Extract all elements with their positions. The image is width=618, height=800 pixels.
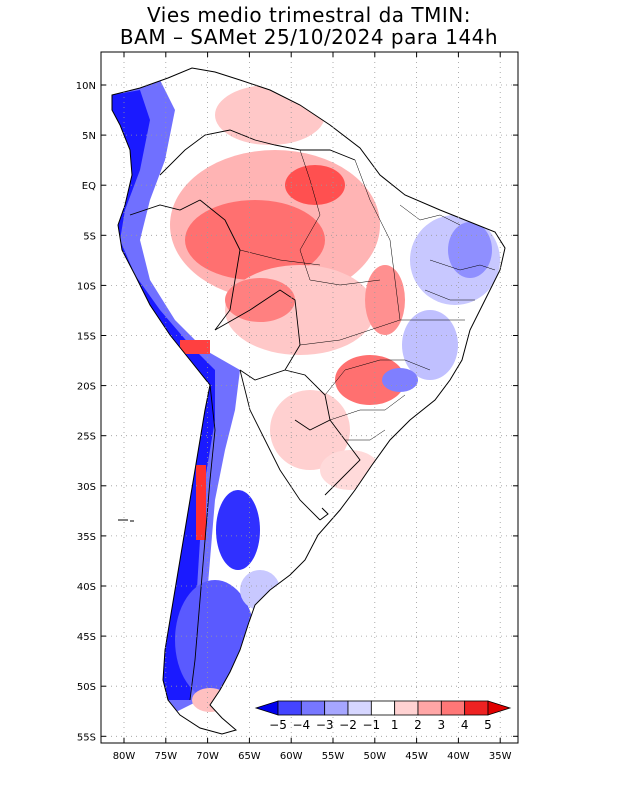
strong-warm-amazon — [185, 200, 325, 280]
lat-label: 10N — [76, 81, 96, 92]
state-border-7 — [329, 394, 406, 421]
lon-label: 50W — [363, 751, 386, 762]
colorbar-label: 5 — [484, 718, 492, 732]
axis-ticks — [101, 52, 518, 743]
colorbar — [254, 700, 512, 716]
strong-warm-bolivia — [225, 278, 295, 322]
state-border-3 — [399, 204, 461, 226]
colorbar-label: 3 — [438, 718, 446, 732]
graticule — [101, 52, 518, 743]
colorbar-label: 1 — [391, 718, 399, 732]
colorbar-label: −5 — [269, 718, 287, 732]
colorbar-label: 4 — [461, 718, 469, 732]
lat-label: 25S — [77, 432, 96, 443]
border-argentina-chile — [239, 369, 321, 521]
colorbar-box — [347, 700, 372, 716]
state-border-9 — [429, 259, 496, 271]
lon-label: 40W — [447, 751, 470, 762]
lon-label: 80W — [113, 751, 136, 762]
border-paraguay — [284, 369, 331, 431]
state-border-4 — [239, 249, 321, 266]
lat-label: 55S — [77, 732, 96, 743]
border-uruguay — [324, 419, 361, 496]
lat-label: 5N — [82, 131, 96, 142]
colorbar-box — [417, 700, 442, 716]
state-border-1 — [299, 149, 381, 286]
border-peru-brazil — [199, 199, 241, 331]
lat-label: 30S — [77, 482, 96, 493]
colorbar-box — [394, 700, 419, 716]
strong-cold-argentina — [216, 490, 260, 570]
colorbar-box — [464, 700, 489, 716]
colorbar-labels: −5 −4 −3 −2 −1 1 2 3 4 5 — [269, 718, 492, 732]
country-borders — [129, 129, 361, 701]
lat-label: 45S — [77, 632, 96, 643]
lat-label: 5S — [83, 231, 96, 242]
lat-label: EQ — [82, 181, 96, 192]
lon-label: 60W — [280, 751, 303, 762]
coastline-lagoon — [319, 507, 329, 521]
border-ecuador — [129, 199, 201, 216]
cold-region-southeast — [382, 368, 418, 392]
coastline-islands — [118, 519, 134, 522]
lon-label: 70W — [196, 751, 219, 762]
coastline — [111, 67, 506, 735]
border-bolivia — [214, 289, 301, 381]
strong-warm-midwest — [335, 355, 405, 405]
colorbar-label: −2 — [339, 718, 357, 732]
border-colombia-venezuela — [159, 129, 256, 176]
warm-strip-chile — [196, 465, 206, 540]
state-borders — [239, 149, 496, 441]
state-border-5 — [299, 319, 465, 346]
lat-label: 20S — [77, 382, 96, 393]
colorbar-label: −4 — [292, 718, 310, 732]
lon-label: 75W — [154, 751, 177, 762]
state-border-8 — [345, 429, 386, 441]
lon-label: 35W — [489, 751, 512, 762]
warm-region-tocantins — [365, 265, 405, 335]
lat-label: 40S — [77, 582, 96, 593]
strong-warm-north — [285, 165, 345, 205]
lon-label: 45W — [405, 751, 428, 762]
warm-strip-peru — [180, 340, 210, 354]
cold-region-east — [402, 310, 458, 380]
state-border-6 — [324, 359, 431, 396]
lon-label: 55W — [322, 751, 345, 762]
latitude-labels: 10N 5N EQ 5S 10S 15S 20S 25S 30S 35S 40S 45S 50S 55S — [76, 81, 96, 743]
colorbar-box — [324, 700, 349, 716]
map-title-line-2: BAM – SAMet 25/10/2024 para 144h — [119, 25, 499, 49]
longitude-labels: 80W 75W 70W 65W 60W 55W 50W 45W 40W 35W — [113, 751, 512, 762]
lon-label: 65W — [238, 751, 261, 762]
colorbar-label: −1 — [362, 718, 380, 732]
lat-label: 50S — [77, 682, 96, 693]
colorbar-label: −3 — [316, 718, 334, 732]
colorbar-box — [440, 700, 466, 716]
state-border-2 — [354, 159, 401, 321]
colorbar-box — [370, 700, 396, 716]
map-title-line-1: Vies medio trimestral da TMIN: — [147, 3, 471, 27]
state-border-10 — [424, 289, 475, 301]
colorbar-max-triangle — [487, 700, 512, 716]
lat-label: 35S — [77, 532, 96, 543]
border-chile-argentina — [189, 384, 216, 701]
colorbar-label: 2 — [414, 718, 422, 732]
colorbar-box — [277, 700, 302, 716]
lat-label: 10S — [77, 281, 96, 292]
colorbar-box — [300, 700, 326, 716]
cold-region-northeast-core — [448, 222, 492, 278]
lat-label: 15S — [77, 332, 96, 343]
